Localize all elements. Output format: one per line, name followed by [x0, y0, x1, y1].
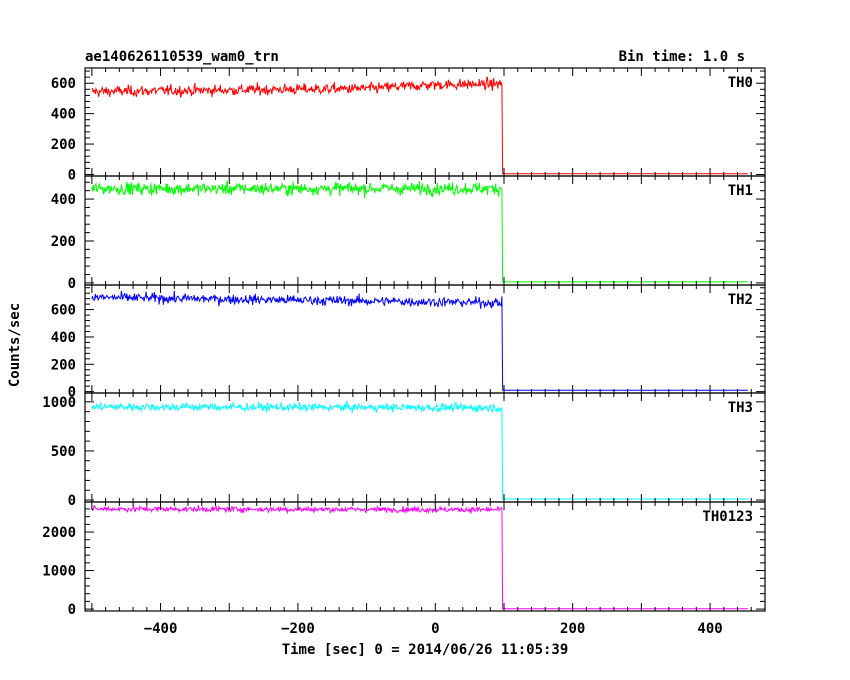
- panel-label-th0123: TH0123: [702, 509, 753, 525]
- y-tick-label: 500: [51, 444, 76, 460]
- series-line-th0: [91, 76, 748, 175]
- chart-title: ae140626110539_wam0_trn: [85, 49, 279, 65]
- y-tick-label: 0: [68, 167, 76, 183]
- y-tick-label: 200: [51, 137, 76, 153]
- y-tick-label: 0: [68, 602, 76, 618]
- panel-th0123: 0 1000 2000 TH0123: [42, 501, 766, 618]
- series-line-th2: [91, 290, 748, 391]
- y-tick-label: 1000: [42, 564, 76, 580]
- panel-frame: [84, 175, 766, 286]
- y-tick-label: 2000: [42, 525, 76, 541]
- panel-th2: 0 200 400 600 TH2: [51, 284, 766, 401]
- panel-label-th2: TH2: [728, 292, 753, 308]
- x-tick-label: 200: [560, 621, 585, 637]
- y-tick-label: 200: [51, 357, 76, 373]
- x-axis-label: Time [sec] 0 = 2014/06/26 11:05:39: [282, 642, 569, 658]
- panel-label-th3: TH3: [728, 400, 753, 416]
- x-tick-label: −400: [144, 621, 178, 637]
- y-tick-label: 400: [51, 192, 76, 208]
- series-line-th1: [91, 180, 748, 283]
- y-tick-label: 400: [51, 107, 76, 123]
- panel-frame: [84, 501, 766, 612]
- panel-label-th0: TH0: [728, 75, 753, 91]
- panel-label-th1: TH1: [728, 183, 753, 199]
- panel-th0: 0 200 400 600 TH0: [51, 67, 766, 183]
- panel-frame: [84, 392, 766, 503]
- x-tick-label: 400: [697, 621, 722, 637]
- panel-frame: [84, 284, 766, 394]
- panel-th1: 0 200 400 TH1: [51, 175, 766, 292]
- y-tick-label: 400: [51, 330, 76, 346]
- y-tick-label: 600: [51, 303, 76, 319]
- series-line-th3: [91, 400, 748, 500]
- y-tick-label: 1000: [42, 395, 76, 411]
- x-tick-label: −200: [281, 621, 315, 637]
- y-tick-label: 0: [68, 385, 76, 401]
- y-tick-label: 0: [68, 493, 76, 509]
- y-tick-label: 0: [68, 276, 76, 292]
- y-axis-label: Counts/sec: [7, 303, 23, 387]
- y-tick-label: 600: [51, 76, 76, 92]
- x-tick-label: 0: [431, 621, 439, 637]
- y-tick-label: 200: [51, 234, 76, 250]
- panel-th3: 0 500 1000 TH3: [42, 392, 766, 509]
- series-line-th0123: [91, 504, 748, 610]
- bin-time-label: Bin time: 1.0 s: [619, 49, 745, 65]
- panels-group: 0 200 400 600 TH0 0 200 400 TH1 0 200 400 600 TH2 0 500…: [42, 67, 766, 637]
